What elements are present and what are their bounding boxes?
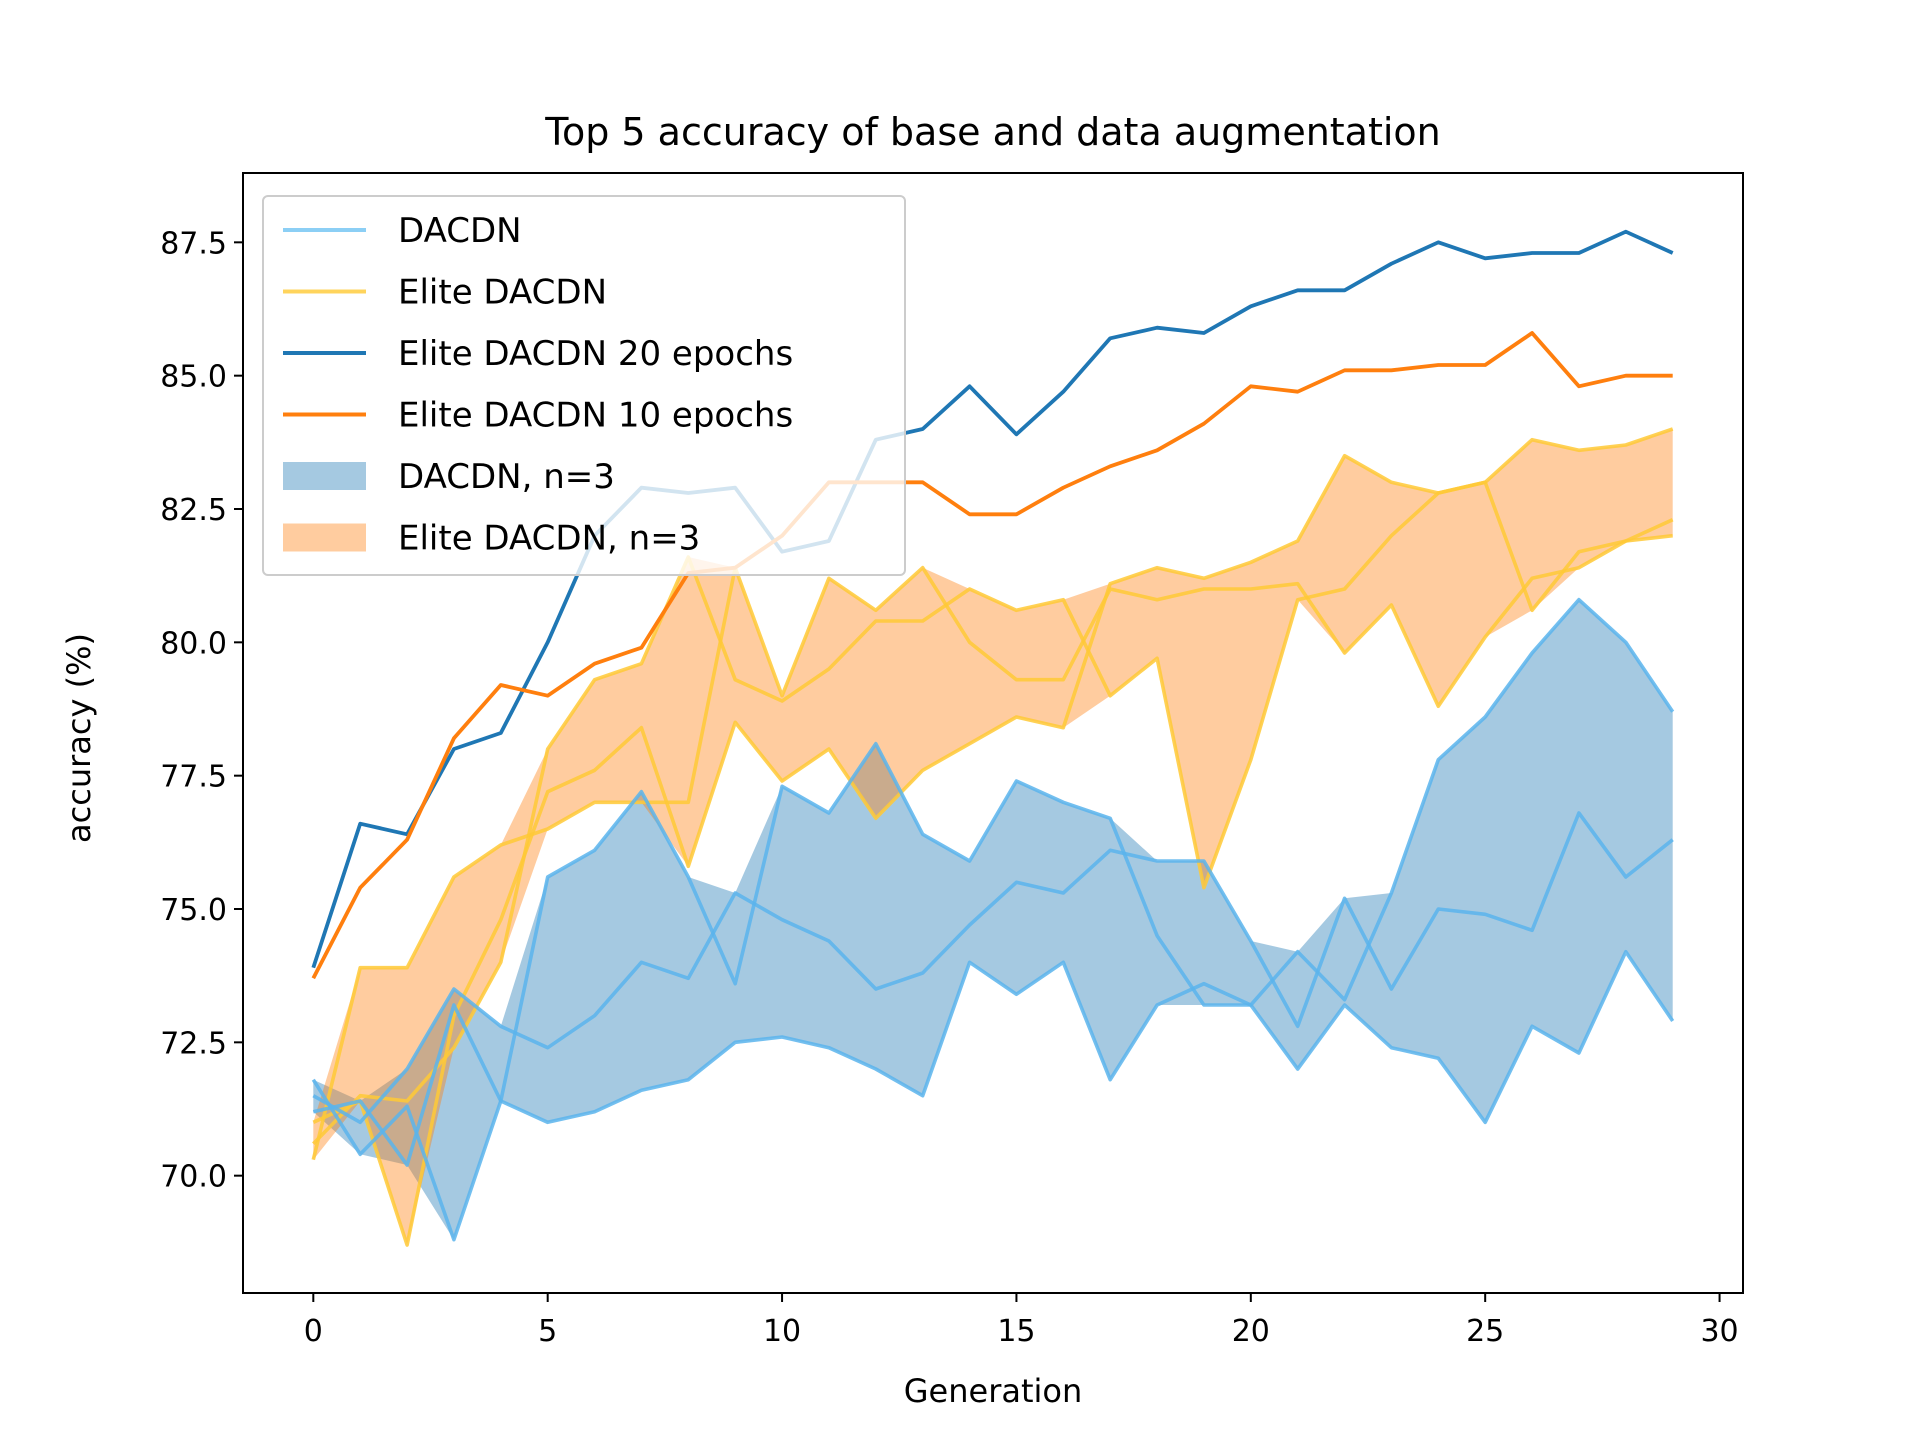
axes: 0 5 10 15 20 25 30 70.0 72.5 75.0 77.5 80.0 82.5 85.0…: [160, 172, 1744, 1349]
legend-item: DACDN: [283, 211, 522, 251]
legend-label: Elite DACDN: [398, 273, 607, 313]
legend-label: Elite DACDN 10 epochs: [398, 396, 793, 436]
chart-title: Top 5 accuracy of base and data augmenta…: [544, 110, 1441, 154]
legend-item: Elite DACDN 10 epochs: [283, 396, 793, 436]
series-line-dacdn-run-2: [312, 811, 1674, 1125]
y-tick-label: 85.0: [160, 360, 227, 395]
x-tick-label: 20: [1232, 1314, 1270, 1349]
legend-box: [262, 195, 906, 576]
plot-frame: [242, 172, 1744, 1294]
legend: DACDN Elite DACDN Elite DACDN 20 epochs Eli…: [262, 195, 906, 576]
legend-label: Elite DACDN, n=3: [398, 519, 700, 559]
y-tick-label: 75.0: [160, 893, 227, 928]
y-axis-label: accuracy (%): [60, 633, 98, 843]
legend-item: DACDN, n=3: [283, 457, 615, 497]
legend-label: DACDN: [398, 211, 522, 251]
x-tick-label: 5: [538, 1314, 557, 1349]
legend-label: DACDN, n=3: [398, 457, 615, 497]
x-axis-label: Generation: [904, 1372, 1083, 1410]
series-line-elite-dacdn-run-1: [311, 533, 1673, 1161]
series-line-elite-dacdn-20-epochs: [311, 229, 1674, 969]
y-tick-label: 77.5: [160, 760, 227, 795]
x-tick-label: 25: [1466, 1314, 1504, 1349]
series-line-elite-dacdn-10-epochs: [311, 331, 1673, 980]
x-tick-label: 0: [304, 1314, 323, 1349]
legend-item: Elite DACDN 20 epochs: [283, 334, 793, 374]
series-line-elite-dacdn-run-3: [312, 427, 1674, 1247]
y-tick-label: 80.0: [160, 626, 227, 661]
y-tick-label: 82.5: [160, 493, 227, 528]
legend-swatch-patch: [283, 462, 366, 490]
y-tick-label: 72.5: [160, 1026, 227, 1061]
line-layer: [311, 229, 1675, 1247]
legend-swatch-patch: [283, 523, 366, 552]
x-tick-label: 30: [1700, 1314, 1738, 1349]
legend-label: Elite DACDN 20 epochs: [398, 334, 793, 374]
series-line-dacdn-run-3: [311, 597, 1675, 1242]
y-tick-label: 87.5: [160, 226, 227, 261]
legend-item: Elite DACDN: [283, 273, 607, 313]
legend-item: Elite DACDN, n=3: [283, 519, 700, 559]
band-dacdn: [313, 599, 1673, 1240]
series-line-dacdn-run-1: [312, 949, 1675, 1167]
x-tick-label: 10: [763, 1314, 801, 1349]
y-tick-label: 70.0: [160, 1160, 227, 1195]
x-tick-label: 15: [997, 1314, 1035, 1349]
